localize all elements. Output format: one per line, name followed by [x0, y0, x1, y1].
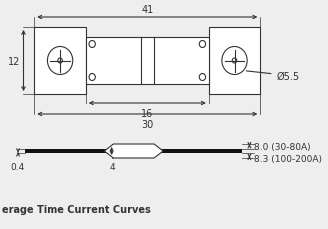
Circle shape — [89, 41, 95, 48]
Text: 0.4: 0.4 — [10, 162, 24, 171]
Circle shape — [89, 74, 95, 81]
Text: 30: 30 — [141, 120, 154, 129]
Circle shape — [222, 47, 247, 75]
Text: 8.0 (30-80A): 8.0 (30-80A) — [254, 142, 311, 151]
Bar — [209, 28, 260, 95]
Circle shape — [58, 59, 62, 64]
Text: Ø5.5: Ø5.5 — [246, 71, 300, 81]
Circle shape — [232, 59, 237, 64]
Text: 4: 4 — [110, 162, 115, 171]
Text: erage Time Current Curves: erage Time Current Curves — [2, 204, 151, 214]
Circle shape — [48, 47, 73, 75]
Text: 16: 16 — [141, 109, 154, 118]
Bar — [25, 150, 242, 153]
Circle shape — [199, 41, 206, 48]
Polygon shape — [104, 144, 163, 158]
Text: 12: 12 — [9, 56, 21, 66]
Bar — [86, 38, 209, 85]
Circle shape — [199, 74, 206, 81]
Text: 8.3 (100-200A): 8.3 (100-200A) — [254, 154, 322, 163]
Bar — [34, 28, 86, 95]
Text: 41: 41 — [141, 5, 154, 15]
